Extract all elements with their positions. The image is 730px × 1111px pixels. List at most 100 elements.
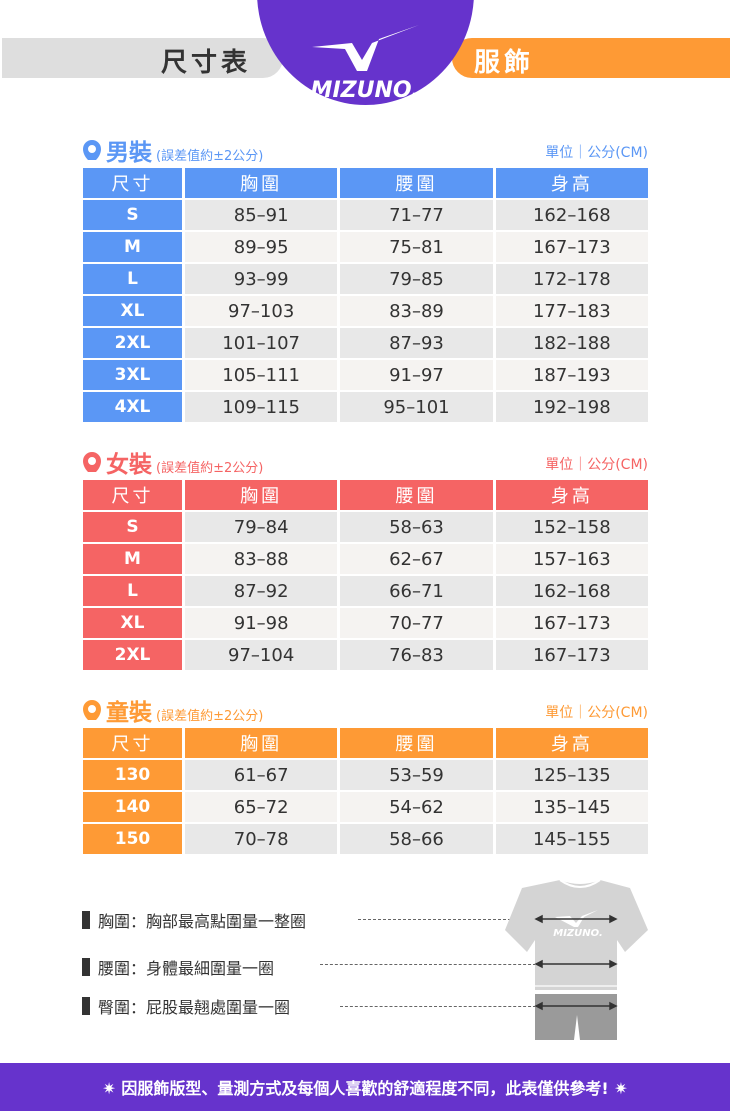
size-label: S [83, 200, 182, 230]
size-label: 130 [83, 760, 182, 790]
measurement-cell: 70–78 [185, 824, 338, 854]
size-label: S [83, 512, 182, 542]
size-label: 2XL [83, 640, 182, 670]
person-icon [83, 700, 101, 720]
table-row: S 79–84 58–63 152–158 [83, 512, 648, 542]
measurement-cell: 167–173 [495, 232, 648, 262]
table-row: L 87–92 66–71 162–168 [83, 576, 648, 606]
table-row: 2XL 101–107 87–93 182–188 [83, 328, 648, 358]
measurement-cell: 79–85 [340, 264, 493, 294]
measurement-cell: 172–178 [495, 264, 648, 294]
size-label: L [83, 264, 182, 294]
column-header: 腰圍 [340, 728, 493, 758]
size-chart-banner: 尺寸表 [0, 36, 285, 80]
measurement-cell: 75–81 [340, 232, 493, 262]
measurement-cell: 162–168 [495, 576, 648, 606]
measurement-cell: 61–67 [185, 760, 338, 790]
column-header: 胸圍 [185, 480, 338, 510]
kids-unit: 單位｜公分(CM) [545, 705, 648, 721]
measurement-cell: 62–67 [340, 544, 493, 574]
disclaimer-footer: ✷ 因服飾版型、量測方式及每個人喜歡的舒適程度不同，此表僅供參考! ✷ [0, 1063, 730, 1111]
table-row: XL 91–98 70–77 167–173 [83, 608, 648, 638]
size-label: 3XL [83, 360, 182, 390]
kids-section-title: 童裝 (誤差值約±2公分) [82, 693, 263, 727]
size-label: 150 [83, 824, 182, 854]
measurement-cell: 89–95 [185, 232, 338, 262]
measurement-cell: 105–111 [185, 360, 338, 390]
column-header: 腰圍 [340, 480, 493, 510]
measurement-cell: 95–101 [340, 392, 493, 422]
measurement-cell: 167–173 [495, 640, 648, 670]
measurement-cell: 87–92 [185, 576, 338, 606]
measurement-cell: 91–98 [185, 608, 338, 638]
measurement-cell: 145–155 [495, 824, 648, 854]
column-header: 胸圍 [185, 168, 338, 198]
size-label: XL [83, 296, 182, 326]
measurement-cell: 101–107 [185, 328, 338, 358]
svg-text:MIZUNO.: MIZUNO. [553, 928, 603, 939]
women-unit: 單位｜公分(CM) [545, 457, 648, 473]
table-row: S 85–91 71–77 162–168 [83, 200, 648, 230]
legend-hip: 臀圍：屁股最翹處圍量一圈 [82, 994, 290, 1018]
women-title: 女裝 [106, 452, 152, 478]
table-row: L 93–99 79–85 172–178 [83, 264, 648, 294]
measurement-cell: 177–183 [495, 296, 648, 326]
apparel-banner: 服飾 [450, 36, 730, 80]
table-header: 尺寸 胸圍 腰圍 身高 [83, 480, 648, 510]
measurement-cell: 135–145 [495, 792, 648, 822]
table-row: 2XL 97–104 76–83 167–173 [83, 640, 648, 670]
size-label: M [83, 544, 182, 574]
measurement-cell: 97–103 [185, 296, 338, 326]
size-label: 2XL [83, 328, 182, 358]
size-label: 140 [83, 792, 182, 822]
table-row: 3XL 105–111 91–97 187–193 [83, 360, 648, 390]
measurement-cell: 79–84 [185, 512, 338, 542]
measurement-cell: 71–77 [340, 200, 493, 230]
apparel-title: 服飾 [474, 48, 535, 78]
measurement-cell: 54–62 [340, 792, 493, 822]
measurement-cell: 83–88 [185, 544, 338, 574]
men-tolerance-note: (誤差值約±2公分) [156, 149, 264, 164]
table-row: M 83–88 62–67 157–163 [83, 544, 648, 574]
column-header: 尺寸 [83, 168, 182, 198]
legend-hip-text: 臀圍：屁股最翹處圍量一圈 [98, 998, 291, 1017]
table-row: M 89–95 75–81 167–173 [83, 232, 648, 262]
column-header: 身高 [495, 480, 648, 510]
mizuno-logo-icon: MIZUNO. [311, 25, 420, 103]
table-row: XL 97–103 83–89 177–183 [83, 296, 648, 326]
table-row: 130 61–67 53–59 125–135 [83, 760, 648, 790]
measurement-cell: 93–99 [185, 264, 338, 294]
measurement-cell: 87–93 [340, 328, 493, 358]
measurement-cell: 70–77 [340, 608, 493, 638]
men-title: 男裝 [106, 140, 152, 166]
legend-waist: 腰圍：身體最細圍量一圈 [82, 955, 274, 979]
women-tolerance-note: (誤差值約±2公分) [156, 461, 264, 476]
measurement-cell: 192–198 [495, 392, 648, 422]
kids-title: 童裝 [106, 700, 152, 726]
dashed-line [358, 919, 536, 920]
women-size-table: 尺寸 胸圍 腰圍 身高 S 79–84 58–63 152–158 M 83–88 62–67 157… [80, 478, 651, 672]
legend-chest-text: 胸圍：胸部最高點圍量一整圈 [98, 912, 307, 931]
women-section-title: 女裝 (誤差值約±2公分) [82, 445, 263, 479]
measurement-cell: 182–188 [495, 328, 648, 358]
measurement-cell: 91–97 [340, 360, 493, 390]
measurement-cell: 53–59 [340, 760, 493, 790]
dashed-line [340, 1006, 536, 1007]
men-unit: 單位｜公分(CM) [545, 145, 648, 161]
measurement-cell: 76–83 [340, 640, 493, 670]
table-header: 尺寸 胸圍 腰圍 身高 [83, 728, 648, 758]
legend-waist-text: 腰圍：身體最細圍量一圈 [98, 959, 275, 978]
svg-text:MIZUNO.: MIZUNO. [311, 78, 420, 103]
men-size-table: 尺寸 胸圍 腰圍 身高 S 85–91 71–77 162–168 M 89–95 75–81 167… [80, 166, 651, 424]
measurement-cell: 109–115 [185, 392, 338, 422]
person-icon [83, 140, 101, 160]
column-header: 身高 [495, 168, 648, 198]
disclaimer-text: ✷ 因服飾版型、量測方式及每個人喜歡的舒適程度不同，此表僅供參考! ✷ [102, 1079, 628, 1098]
size-label: XL [83, 608, 182, 638]
measurement-cell: 58–63 [340, 512, 493, 542]
measurement-cell: 65–72 [185, 792, 338, 822]
measurement-cell: 152–158 [495, 512, 648, 542]
table-header: 尺寸 胸圍 腰圍 身高 [83, 168, 648, 198]
measurement-cell: 167–173 [495, 608, 648, 638]
measurement-cell: 58–66 [340, 824, 493, 854]
